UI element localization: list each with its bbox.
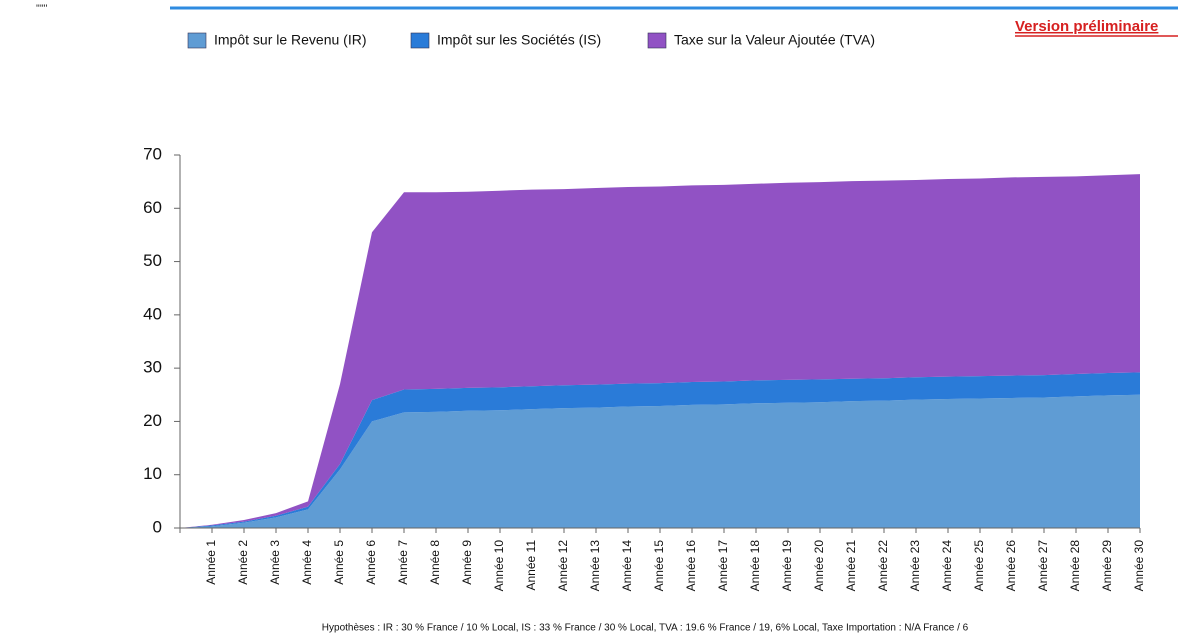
x-tick-label: Année 13 (588, 540, 602, 592)
x-tick-label: Année 22 (876, 540, 890, 592)
x-tick-label: Année 14 (620, 540, 634, 592)
x-tick-label: Année 11 (524, 540, 538, 591)
x-tick-label: Année 2 (236, 540, 250, 585)
y-tick-label: 30 (143, 358, 162, 377)
area (180, 394, 1140, 528)
area (180, 372, 1140, 528)
x-tick-label: Année 6 (364, 540, 378, 585)
x-tick-label: Année 29 (1100, 540, 1114, 592)
x-tick-label: Année 1 (204, 540, 218, 585)
x-tick-label: Année 9 (460, 540, 474, 585)
legend-label: Impôt sur le Revenu (IR) (214, 32, 367, 48)
header-mark: '''''' (36, 4, 48, 15)
x-tick-label: Année 21 (844, 540, 858, 592)
y-tick-label: 0 (153, 517, 162, 536)
x-tick-label: Année 23 (908, 540, 922, 592)
area (180, 174, 1140, 528)
y-tick-label: 10 (143, 464, 162, 483)
x-tick-label: Année 16 (684, 540, 698, 592)
x-tick-label: Année 27 (1036, 540, 1050, 592)
legend-swatch (187, 32, 207, 49)
x-tick-label: Année 18 (748, 540, 762, 592)
x-tick-label: Année 30 (1132, 540, 1146, 592)
legend-label: Impôt sur les Sociétés (IS) (437, 32, 601, 48)
x-tick-label: Année 20 (812, 540, 826, 592)
footnote: Hypothèses : IR : 30 % France / 10 % Loc… (322, 623, 969, 634)
legend-swatch (410, 32, 430, 49)
x-tick-label: Année 28 (1068, 540, 1082, 592)
x-tick-label: Année 4 (300, 540, 314, 585)
x-tick-label: Année 15 (652, 540, 666, 592)
y-tick-label: 50 (143, 251, 162, 270)
x-tick-label: Année 26 (1004, 540, 1018, 592)
x-tick-label: Année 17 (716, 540, 730, 592)
legend-swatch (647, 32, 667, 49)
notice: Version préliminaire (1015, 18, 1158, 35)
x-tick-label: Année 5 (332, 540, 346, 585)
y-tick-label: 40 (143, 304, 162, 323)
x-tick-label: Année 10 (492, 540, 506, 592)
y-tick-label: 60 (143, 198, 162, 217)
legend-label: Taxe sur la Valeur Ajoutée (TVA) (674, 32, 875, 48)
y-tick-label: 70 (143, 144, 162, 163)
x-tick-label: Année 25 (972, 540, 986, 592)
x-tick-label: Année 7 (396, 540, 410, 585)
y-tick-label: 20 (143, 411, 162, 430)
x-tick-label: Année 24 (940, 540, 954, 592)
x-tick-label: Année 3 (268, 540, 282, 585)
x-tick-label: Année 19 (780, 540, 794, 592)
x-tick-label: Année 8 (428, 540, 442, 585)
x-tick-label: Année 12 (556, 540, 570, 592)
